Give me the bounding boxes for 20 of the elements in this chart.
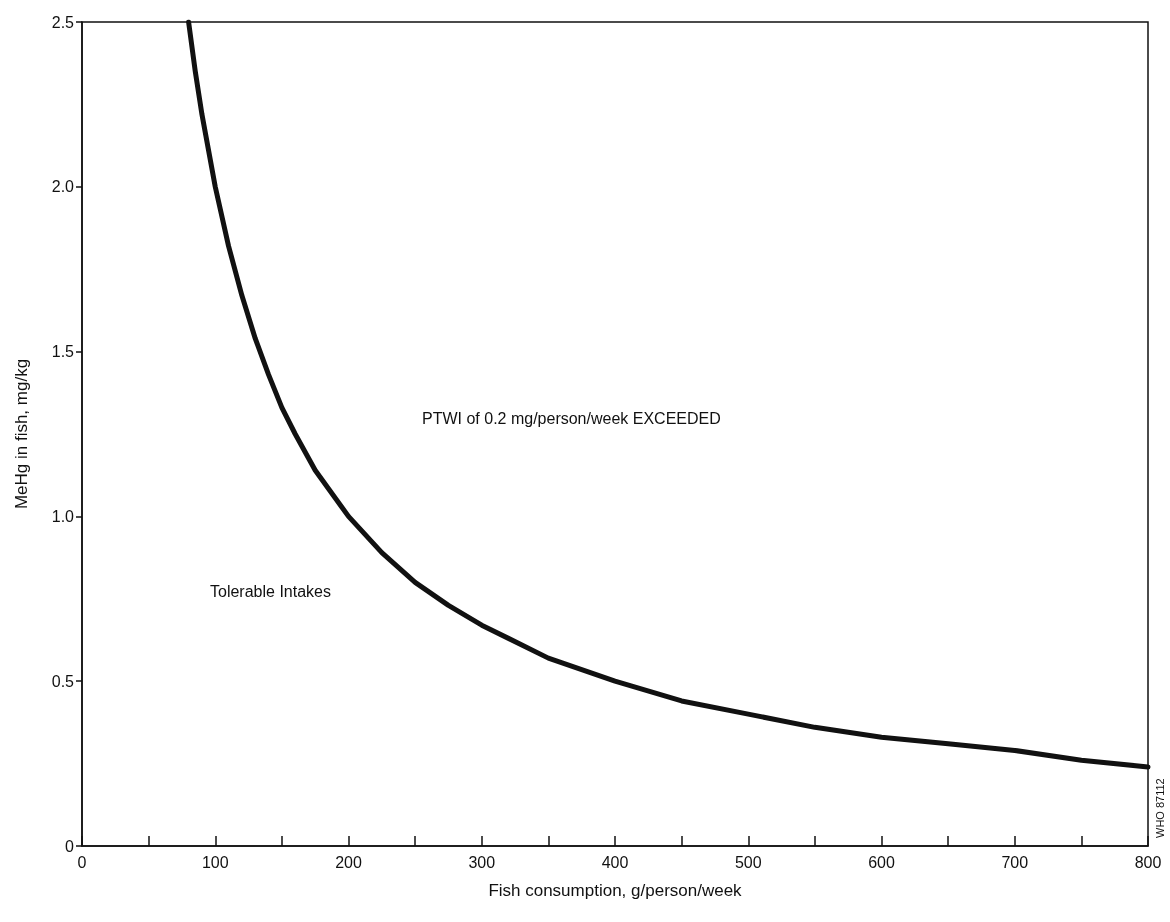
y-tick-label: 0.5 (51, 672, 75, 690)
x-tick-label: 800 (1134, 853, 1162, 871)
x-tick-label: 500 (734, 853, 762, 871)
y-tick-label: 2.0 (51, 178, 75, 196)
x-tick-label: 100 (201, 853, 229, 871)
annotation: PTWI of 0.2 mg/person/week EXCEEDED (422, 409, 721, 427)
x-tick-label: 0 (77, 853, 87, 871)
y-tick-label: 1.5 (51, 343, 75, 361)
x-tick-label: 700 (1001, 853, 1029, 871)
x-tick-label: 300 (468, 853, 496, 871)
text: WHO 87112 (1154, 778, 1166, 838)
annotation: Tolerable Intakes (210, 582, 331, 600)
y-tick-label: 1.0 (51, 507, 75, 525)
x-tick-label: 200 (335, 853, 362, 871)
y-tick-label: 0 (65, 837, 75, 855)
x-tick-label: 600 (868, 853, 895, 871)
y-axis-title: MeHg in fish, mg/kg (12, 358, 31, 510)
y-tick-label: 2.5 (51, 13, 75, 31)
x-tick-label: 400 (601, 853, 629, 871)
x-axis-title: Fish consumption, g/person/week (488, 881, 743, 900)
